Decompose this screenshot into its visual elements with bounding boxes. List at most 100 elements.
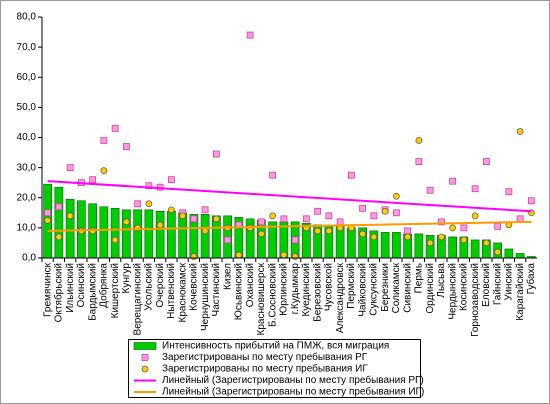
circle-marker — [145, 200, 153, 208]
x-tick-label: Ординский — [425, 263, 436, 314]
square-marker — [134, 200, 142, 208]
square-marker — [426, 186, 434, 194]
x-tick-label: Чердынский — [447, 263, 458, 320]
circle-marker — [460, 236, 468, 244]
bar — [155, 211, 165, 259]
square-marker — [167, 176, 175, 184]
square-marker — [460, 224, 468, 232]
bar — [99, 206, 109, 259]
square-marker — [111, 125, 119, 132]
y-tick-label: 70,0 — [17, 42, 37, 53]
y-tick-label: 10,0 — [17, 223, 37, 234]
circle-marker — [291, 253, 299, 260]
square-marker — [201, 206, 209, 214]
x-tick-label: Нытвенский — [166, 263, 177, 319]
bar — [144, 209, 154, 259]
square-marker — [325, 212, 333, 220]
x-tick-label: Усольский — [144, 263, 155, 311]
x-tick-label: Ильинский — [65, 263, 76, 313]
bar — [133, 209, 142, 259]
square-marker — [449, 177, 457, 185]
x-tick-label: Суксунский — [369, 263, 380, 316]
bar — [110, 207, 120, 259]
circle-marker — [415, 137, 423, 144]
square-marker — [415, 158, 423, 166]
x-tick-label: Кизел — [222, 263, 233, 290]
square-marker — [359, 204, 367, 212]
y-tick-label: 40,0 — [17, 132, 37, 143]
bar — [414, 233, 424, 259]
square-marker — [314, 207, 322, 215]
legend-label: Зарегистрированы по месту пребывания РГ — [162, 351, 368, 363]
circle-marker — [325, 227, 333, 235]
bar — [178, 212, 187, 259]
x-tick-label: Соликамск — [391, 262, 402, 313]
y-tick-label: 80,0 — [17, 12, 37, 23]
x-tick-label: Лысьва — [436, 263, 447, 298]
x-tick-label: Косинский — [459, 263, 470, 311]
square-marker — [269, 171, 277, 179]
y-tick-label: 0,0 — [22, 253, 36, 264]
x-tick-label: Куединский — [301, 263, 312, 317]
square-marker — [392, 209, 400, 217]
circle-marker — [494, 248, 501, 256]
legend-box — [128, 339, 421, 398]
circle-marker — [280, 251, 288, 259]
square-marker — [336, 218, 344, 226]
square-marker — [482, 158, 490, 166]
x-tick-label: Березовский — [312, 263, 323, 322]
bar — [54, 186, 64, 259]
x-tick-label: Кунгур — [121, 263, 132, 294]
circle-marker — [258, 230, 265, 238]
bar — [448, 236, 457, 259]
circle-marker — [235, 251, 243, 259]
legend-label: Интенсивность прибытий на ПМЖ, вся мигра… — [162, 340, 389, 352]
circle-marker — [381, 207, 389, 215]
circle-marker — [179, 212, 186, 220]
bar — [504, 248, 514, 259]
x-tick-label: Пермь — [414, 263, 425, 293]
x-tick-label: Карагайский — [515, 263, 526, 321]
square-marker — [212, 150, 220, 158]
square-marker — [257, 218, 265, 226]
x-tick-label: Губаха — [525, 263, 537, 295]
square-marker — [280, 215, 288, 223]
bar — [380, 232, 390, 259]
circle-marker — [156, 221, 164, 229]
circle-marker — [269, 212, 276, 220]
circle-marker — [393, 192, 400, 200]
circle-marker — [111, 236, 119, 244]
square-marker — [527, 197, 535, 205]
x-tick-label: Добрянка — [98, 263, 110, 308]
x-tick-label: Александровск — [335, 262, 346, 333]
square-marker — [89, 176, 97, 184]
bar — [392, 232, 401, 259]
x-tick-label: Верещагинский — [132, 263, 143, 335]
x-tick-label: Еловский — [481, 263, 492, 307]
square-marker — [100, 137, 108, 144]
legend-swatch — [133, 342, 157, 350]
square-marker — [516, 215, 524, 223]
bar — [470, 239, 480, 259]
square-marker — [291, 236, 299, 244]
x-tick-label: Б.Сосновский — [267, 263, 278, 327]
x-tick-label: Октябрьский — [53, 263, 65, 322]
x-tick-label: Горнозаводский — [470, 263, 481, 337]
circle-marker — [404, 233, 411, 241]
x-tick-label: Гайнский — [492, 263, 503, 305]
bar — [167, 211, 176, 259]
legend-label: Линейный (Зарегистрированы по месту преб… — [162, 374, 424, 386]
legend-swatch — [141, 365, 149, 373]
bar — [425, 235, 435, 259]
x-tick-label: Юрлинский — [279, 263, 290, 316]
square-marker — [471, 185, 479, 193]
square-marker — [145, 182, 153, 190]
circle-marker — [55, 233, 63, 241]
square-marker — [437, 218, 445, 226]
x-tick-label: Чернушинский — [200, 263, 211, 331]
square-marker — [494, 222, 502, 230]
circle-marker — [66, 212, 74, 220]
x-tick-label: Частинский — [211, 263, 222, 316]
